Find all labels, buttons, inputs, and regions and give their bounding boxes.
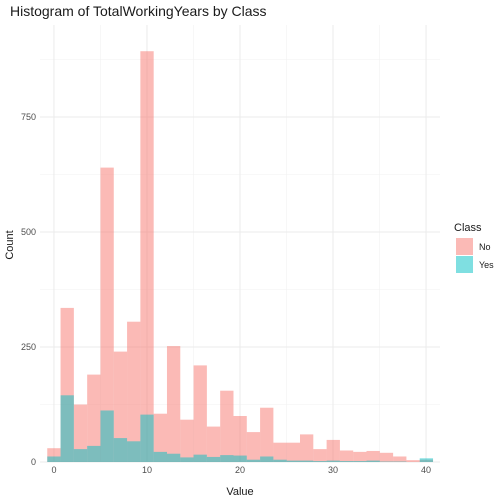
bar-yes bbox=[100, 410, 114, 462]
bar-no bbox=[326, 439, 340, 462]
bar-no bbox=[379, 452, 394, 462]
bar-no bbox=[286, 442, 300, 462]
bar-yes bbox=[419, 458, 434, 462]
bar-no bbox=[300, 434, 314, 462]
bar-yes bbox=[60, 395, 74, 462]
chart-title: Histogram of TotalWorkingYears by Class bbox=[10, 3, 267, 19]
bar-no bbox=[180, 419, 194, 462]
bar-no bbox=[166, 346, 181, 462]
bar-no bbox=[127, 321, 141, 462]
bar-yes bbox=[313, 461, 327, 462]
bar-no bbox=[87, 374, 101, 462]
legend-label-no: No bbox=[479, 242, 491, 252]
bar-yes bbox=[260, 456, 274, 462]
y-tick-label: 250 bbox=[21, 342, 36, 352]
bar-yes bbox=[233, 455, 247, 462]
bar-no bbox=[339, 450, 354, 462]
bar-no bbox=[140, 51, 154, 462]
bar-yes bbox=[273, 459, 287, 462]
bar-yes bbox=[127, 441, 141, 462]
histogram-bars bbox=[47, 51, 434, 462]
bar-yes bbox=[286, 460, 300, 462]
bar-yes bbox=[47, 456, 61, 462]
bar-yes bbox=[87, 445, 101, 462]
bar-yes bbox=[73, 449, 88, 462]
bar-no bbox=[366, 450, 380, 462]
legend-title: Class bbox=[454, 222, 482, 234]
legend-key-yes bbox=[456, 256, 473, 273]
bar-no bbox=[206, 426, 221, 462]
x-tick-label: 10 bbox=[142, 465, 152, 475]
bar-yes bbox=[153, 451, 167, 462]
legend-label-yes: Yes bbox=[479, 260, 494, 270]
bar-yes bbox=[353, 461, 367, 462]
bar-yes bbox=[300, 460, 314, 462]
bar-yes bbox=[113, 438, 128, 462]
x-tick-label: 0 bbox=[51, 465, 56, 475]
x-tick-label: 20 bbox=[235, 465, 245, 475]
bar-no bbox=[273, 442, 287, 462]
x-axis-title: Value bbox=[226, 486, 253, 498]
bar-yes bbox=[140, 414, 154, 462]
bar-no bbox=[406, 460, 420, 462]
y-axis-ticks: 0 250 500 750 bbox=[21, 112, 36, 467]
bar-yes bbox=[220, 455, 234, 462]
bar-yes bbox=[339, 461, 354, 462]
y-tick-label: 500 bbox=[21, 227, 36, 237]
legend-key-no bbox=[456, 238, 473, 255]
bar-yes bbox=[246, 459, 261, 462]
x-tick-label: 30 bbox=[328, 465, 338, 475]
y-tick-label: 750 bbox=[21, 112, 36, 122]
bar-no bbox=[246, 432, 261, 462]
y-tick-label: 0 bbox=[31, 457, 36, 467]
bar-no bbox=[193, 365, 207, 462]
bar-no bbox=[100, 167, 114, 462]
bar-yes bbox=[326, 460, 340, 462]
bar-yes bbox=[206, 456, 221, 462]
bar-yes bbox=[180, 457, 194, 462]
bar-no bbox=[313, 449, 327, 462]
y-axis-title: Count bbox=[4, 230, 16, 259]
bar-no bbox=[113, 351, 128, 462]
bar-yes bbox=[193, 454, 207, 462]
bar-yes bbox=[366, 460, 380, 462]
bar-no bbox=[393, 456, 407, 462]
bar-no bbox=[220, 390, 234, 462]
bar-no bbox=[73, 404, 88, 462]
bar-no bbox=[260, 407, 274, 462]
bar-no bbox=[153, 413, 167, 462]
bar-yes bbox=[166, 453, 181, 462]
x-tick-label: 40 bbox=[421, 465, 431, 475]
bar-no bbox=[233, 416, 247, 462]
x-axis-ticks: 0 10 20 30 40 bbox=[51, 465, 431, 475]
legend: Class No Yes bbox=[454, 222, 494, 273]
bar-no bbox=[353, 451, 367, 462]
